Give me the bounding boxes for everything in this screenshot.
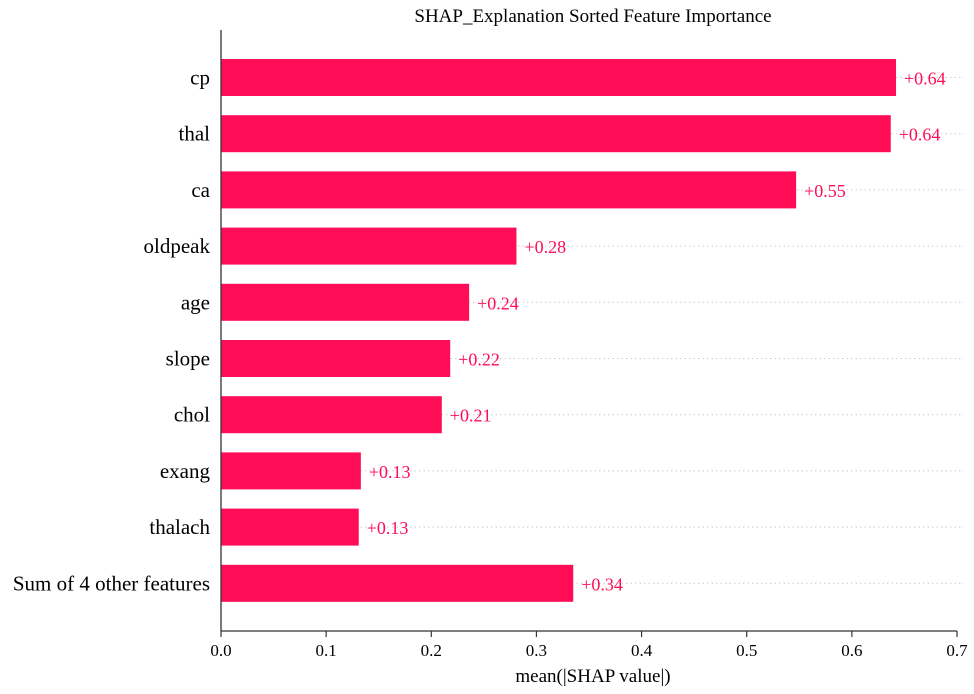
chart-title: SHAP_Explanation Sorted Feature Importan… [414, 6, 771, 27]
guide-lines [221, 77, 964, 584]
bar-exang [221, 452, 361, 490]
category-label: thal [179, 122, 211, 146]
x-tick-label: 0.7 [946, 641, 968, 660]
category-label: slope [166, 347, 210, 371]
x-tick-label: 0.0 [210, 641, 231, 660]
value-label: +0.13 [367, 518, 409, 538]
axes [220, 30, 957, 632]
value-labels: +0.64 +0.64 +0.55 +0.28 +0.24 +0.22 +0.21 +0.13… [367, 69, 946, 595]
x-tick-label: 0.3 [526, 641, 547, 660]
category-label: chol [174, 403, 210, 427]
x-axis-title: mean(|SHAP value|) [515, 666, 670, 687]
value-label: +0.21 [450, 406, 492, 426]
bars [221, 59, 897, 602]
bar-chol [221, 396, 442, 434]
bar-sum-of-4-other-features [221, 564, 574, 602]
x-tick-label: 0.6 [841, 641, 862, 660]
x-tick-label: 0.4 [631, 641, 653, 660]
value-label: +0.55 [804, 181, 846, 201]
bar-oldpeak [221, 227, 517, 265]
category-label: cp [190, 66, 210, 90]
x-tick-label: 0.5 [736, 641, 757, 660]
category-label: exang [160, 459, 211, 483]
value-label: +0.22 [458, 350, 500, 370]
bar-age [221, 283, 470, 321]
category-labels: cp thal ca oldpeak age slope chol exang thalach S… [13, 66, 211, 596]
x-tick-label: 0.2 [421, 641, 442, 660]
value-label: +0.28 [524, 237, 566, 257]
x-axis-ticks: 0.0 0.1 0.2 0.3 0.4 0.5 0.6 0.7 [210, 631, 968, 660]
value-label: +0.24 [477, 293, 519, 313]
bar-cp [221, 59, 897, 96]
category-label: ca [191, 178, 210, 202]
category-label: Sum of 4 other features [13, 571, 210, 595]
value-label: +0.13 [369, 462, 411, 482]
x-tick-label: 0.1 [316, 641, 337, 660]
bar-slope [221, 340, 451, 377]
value-label: +0.34 [581, 574, 623, 594]
value-label: +0.64 [899, 125, 941, 145]
category-label: oldpeak [144, 234, 211, 258]
category-label: thalach [149, 515, 210, 539]
bar-thal [221, 115, 891, 153]
value-label: +0.64 [904, 69, 946, 89]
bar-thalach [221, 508, 359, 546]
category-label: age [181, 290, 210, 314]
bar-ca [221, 171, 797, 209]
